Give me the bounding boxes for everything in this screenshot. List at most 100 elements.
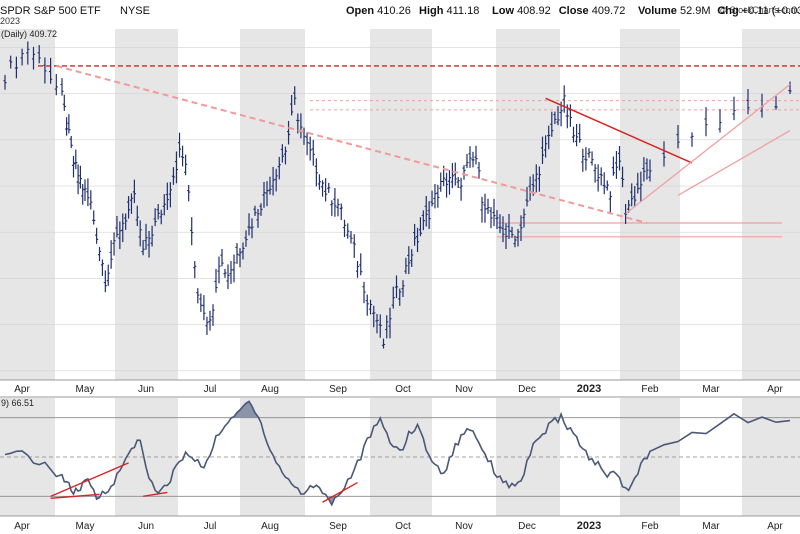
ohlc-bar bbox=[525, 186, 529, 207]
ohlc-bar bbox=[507, 213, 511, 239]
exchange-label: NYSE bbox=[120, 5, 150, 17]
month-shade bbox=[620, 398, 680, 516]
ohlc-bar bbox=[571, 126, 576, 143]
stat-volume: Volume 52.9M bbox=[638, 5, 711, 17]
ohlc-bar bbox=[495, 210, 499, 230]
ohlc-bar bbox=[584, 147, 588, 171]
ohlc-bar bbox=[187, 185, 191, 202]
ohlc-bar bbox=[223, 268, 227, 278]
month-label: Mar bbox=[702, 521, 720, 532]
ohlc-bar bbox=[89, 190, 93, 210]
ohlc-bar bbox=[274, 168, 278, 192]
rsi-trendline bbox=[322, 481, 358, 503]
ohlc-bar bbox=[480, 196, 484, 223]
stat-chg: Chg +0.11 (+0.03%) bbox=[717, 5, 800, 17]
month-label: Aug bbox=[261, 384, 279, 395]
ohlc-bar bbox=[138, 220, 142, 247]
ohlc-bar bbox=[372, 305, 376, 328]
ohlc-bar bbox=[410, 249, 414, 267]
stat-low: Low 408.92 bbox=[492, 5, 551, 17]
ohlc-bar bbox=[433, 184, 437, 209]
ohlc-bar bbox=[141, 240, 145, 256]
ohlc-bar bbox=[732, 96, 736, 121]
month-label: Dec bbox=[518, 384, 536, 395]
ohlc-bar bbox=[253, 205, 257, 216]
ohlc-bar bbox=[9, 55, 13, 69]
month-label: Feb bbox=[641, 521, 659, 532]
ohlc-bar bbox=[232, 254, 236, 283]
ohlc-bar bbox=[305, 132, 309, 156]
ohlc-bar bbox=[630, 183, 634, 207]
ohlc-bar bbox=[235, 243, 239, 264]
ohlc-bar bbox=[648, 159, 652, 182]
ohlc-bar bbox=[83, 179, 87, 202]
month-label: Oct bbox=[395, 384, 411, 395]
ohlc-bar bbox=[144, 223, 148, 250]
ohlc-bar bbox=[465, 153, 469, 169]
month-label: Sep bbox=[329, 384, 347, 395]
ohlc-bar bbox=[126, 196, 131, 219]
ohlc-bar bbox=[556, 106, 560, 126]
ohlc-bar bbox=[544, 135, 548, 158]
ohlc-bar bbox=[165, 182, 169, 210]
month-label: Jul bbox=[204, 521, 217, 532]
ohlc-bar bbox=[407, 246, 411, 275]
ohlc-bar bbox=[3, 74, 7, 90]
ohlc-bar bbox=[62, 94, 66, 111]
ohlc-bar bbox=[459, 177, 463, 201]
month-label: Jun bbox=[138, 384, 154, 395]
ohlc-bar bbox=[690, 132, 694, 147]
ohlc-bar bbox=[575, 123, 579, 147]
ohlc-bar bbox=[562, 85, 566, 113]
ohlc-bar bbox=[381, 338, 386, 349]
ohlc-bar bbox=[596, 164, 600, 192]
ohlc-bar bbox=[259, 203, 263, 216]
ohlc-bar bbox=[311, 139, 315, 166]
ohlc-bar bbox=[547, 125, 551, 150]
ohlc-bar bbox=[398, 288, 402, 306]
ohlc-bar bbox=[31, 46, 36, 70]
ohlc-bar bbox=[20, 48, 24, 66]
ohlc-bar bbox=[590, 151, 594, 166]
ohlc-bar bbox=[486, 198, 490, 214]
ohlc-bar bbox=[522, 208, 526, 228]
ohlc-bar bbox=[217, 256, 221, 284]
ohlc-bar bbox=[504, 223, 508, 249]
ohlc-bar bbox=[320, 180, 325, 197]
rsi-label: 9) 66.51 bbox=[1, 398, 34, 408]
trendline bbox=[625, 83, 791, 215]
month-label: Feb bbox=[641, 384, 659, 395]
ohlc-bar bbox=[388, 307, 392, 339]
ohlc-bar bbox=[620, 166, 625, 188]
ohlc-bar bbox=[614, 150, 619, 179]
ohlc-bar bbox=[608, 191, 612, 213]
ohlc-bar bbox=[265, 181, 269, 207]
ohlc-bar bbox=[453, 162, 457, 186]
ohlc-bar bbox=[624, 204, 628, 224]
ohlc-bar bbox=[516, 228, 520, 247]
ohlc-bar bbox=[280, 144, 284, 163]
ohlc-bar bbox=[277, 156, 281, 180]
ohlc-bar bbox=[468, 146, 472, 168]
ohlc-bar bbox=[132, 179, 136, 204]
ohlc-bar bbox=[76, 164, 80, 195]
month-label: Apr bbox=[14, 384, 30, 395]
price-stats: Open 410.26 High 411.18 Low 408.92 Close 40… bbox=[346, 5, 800, 17]
rsi-extreme-fill bbox=[234, 401, 258, 418]
month-label: Apr bbox=[767, 521, 783, 532]
ohlc-bar bbox=[617, 146, 622, 171]
trendline bbox=[677, 130, 791, 196]
ohlc-bar bbox=[121, 213, 125, 243]
ohlc-bar bbox=[290, 94, 294, 116]
ohlc-bar bbox=[501, 216, 505, 243]
ohlc-bar bbox=[205, 316, 209, 335]
month-label: Nov bbox=[455, 521, 473, 532]
ohlc-bar bbox=[593, 164, 597, 183]
stat-high: High 411.18 bbox=[419, 5, 479, 17]
ohlc-bar bbox=[135, 205, 139, 227]
ohlc-bar bbox=[244, 230, 248, 247]
ohlc-bar bbox=[368, 299, 373, 315]
ohlc-bar bbox=[262, 182, 266, 208]
ohlc-bar bbox=[645, 158, 649, 180]
ohlc-bar bbox=[129, 193, 134, 214]
